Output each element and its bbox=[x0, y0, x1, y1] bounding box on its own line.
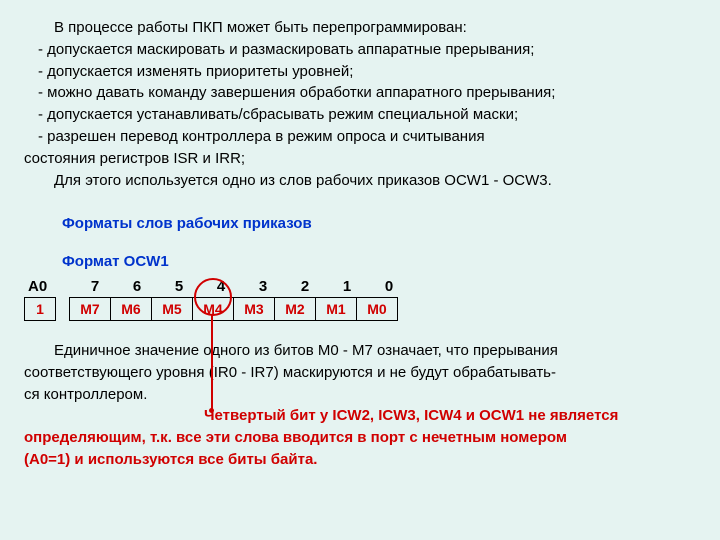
cell-a0: 1 bbox=[24, 297, 56, 321]
heading-ocw1: Формат OCW1 bbox=[24, 252, 696, 272]
label-5: 5 bbox=[158, 278, 200, 295]
label-3: 3 bbox=[242, 278, 284, 295]
cell-m7: M7 bbox=[69, 297, 111, 321]
intro-b5b: состояния регистров ISR и IRR; bbox=[24, 149, 696, 169]
intro-b3: - можно давать команду завершения обрабо… bbox=[24, 83, 696, 103]
label-7: 7 bbox=[74, 278, 116, 295]
ocw1-byte-table: 1 M7 M6 M5 M4 M3 M2 M1 M0 bbox=[24, 297, 696, 321]
intro-end: Для этого используется одно из слов рабо… bbox=[24, 171, 696, 191]
cell-m4: M4 bbox=[192, 297, 234, 321]
label-4: 4 bbox=[200, 278, 242, 295]
para2-l2: соответствующего уровня (IR0 - IR7) маск… bbox=[24, 363, 696, 383]
cell-m2: M2 bbox=[274, 297, 316, 321]
intro-b1: - допускается маскировать и размаскирова… bbox=[24, 40, 696, 60]
label-2: 2 bbox=[284, 278, 326, 295]
para2-l1: Единичное значение одного из битов M0 - … bbox=[24, 341, 696, 361]
cell-m6: M6 bbox=[110, 297, 152, 321]
para2-l3: ся контроллером. bbox=[24, 385, 696, 405]
label-a0: A0 bbox=[24, 278, 74, 295]
label-6: 6 bbox=[116, 278, 158, 295]
para3-l1: Четвертый бит у ICW2, ICW3, ICW4 и OCW1 … bbox=[24, 406, 696, 426]
intro-b5a: - разрешен перевод контроллера в режим о… bbox=[24, 127, 696, 147]
bit-labels-row: A0 7 6 5 4 3 2 1 0 bbox=[24, 278, 696, 295]
intro-b4: - допускается устанавливать/сбрасывать р… bbox=[24, 105, 696, 125]
intro-line: В процессе работы ПКП может быть перепро… bbox=[24, 18, 696, 38]
para3-l2: определяющим, т.к. все эти слова вводитс… bbox=[24, 428, 696, 448]
intro-b2: - допускается изменять приоритеты уровне… bbox=[24, 62, 696, 82]
heading-formats: Форматы слов рабочих приказов bbox=[24, 214, 696, 234]
cell-m1: M1 bbox=[315, 297, 357, 321]
cell-m5: M5 bbox=[151, 297, 193, 321]
label-1: 1 bbox=[326, 278, 368, 295]
para3-l3: (A0=1) и используются все биты байта. bbox=[24, 450, 696, 470]
cell-m3: M3 bbox=[233, 297, 275, 321]
cell-m0: M0 bbox=[356, 297, 398, 321]
label-0: 0 bbox=[368, 278, 410, 295]
